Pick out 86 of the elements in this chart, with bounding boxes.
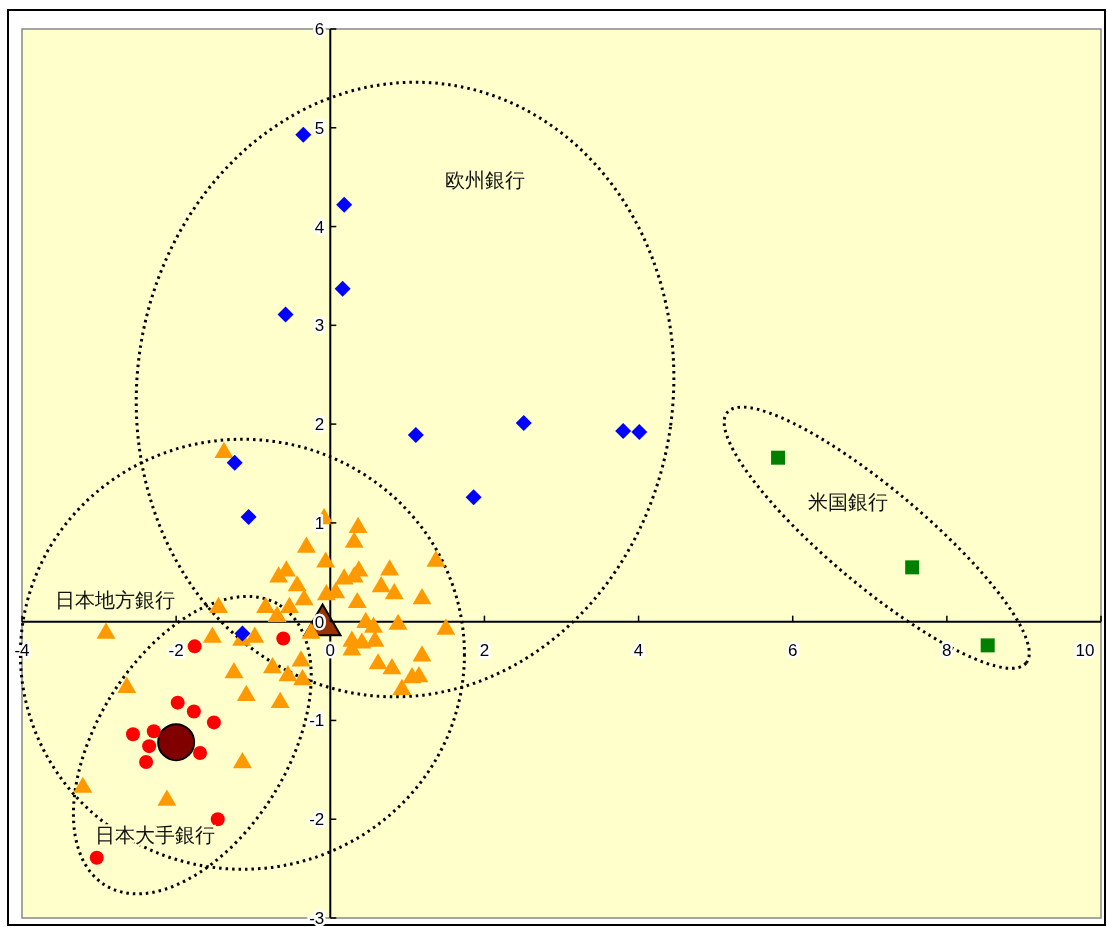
point [96,622,116,639]
point [348,516,368,534]
point [276,631,291,646]
point [146,724,161,739]
point [206,715,221,730]
point [465,489,482,506]
x-tick-label: 8 [942,640,952,660]
point [287,575,307,592]
point [117,676,137,694]
point [631,424,648,441]
point [277,306,294,323]
x-tick-label: 6 [787,640,798,660]
point [771,450,786,465]
x-tick-label: 10 [1075,640,1095,660]
point [209,596,228,614]
point [426,550,446,567]
point [380,559,400,576]
y-tick-label: -2 [309,810,325,830]
point [224,662,244,679]
point [294,588,314,606]
x-tick-label: 4 [633,640,644,660]
point [291,650,311,667]
point [980,638,995,653]
point [371,576,391,593]
point [73,776,93,793]
point [347,591,367,609]
point [89,850,104,865]
point [334,280,351,297]
point [142,739,157,754]
point [234,625,251,642]
point [293,668,312,686]
annotation: 欧州銀行 [445,168,525,192]
point [615,423,632,440]
point [388,613,408,630]
x-tick-label: -4 [14,640,30,660]
point [245,626,265,643]
y-tick-label: 2 [314,415,325,435]
y-tick-label: -3 [309,909,325,927]
point [157,723,196,762]
point [157,789,177,806]
point [364,616,383,633]
point [186,704,201,719]
point [365,630,385,647]
point [240,508,257,525]
point [139,754,154,769]
point [316,551,336,568]
point [125,727,140,742]
point [368,653,388,670]
point [279,596,299,614]
point [344,531,364,548]
y-tick-label: 3 [314,316,325,336]
point [214,441,234,458]
point [202,626,222,643]
point [170,695,185,710]
annotation: 日本地方銀行 [55,588,175,612]
point [263,657,282,674]
point [515,415,532,432]
point [270,691,290,708]
y-tick-label: 4 [314,217,325,237]
x-tick-label: -2 [168,640,184,660]
y-tick-label: 5 [314,118,325,138]
point [412,645,432,662]
point [295,126,312,143]
point [232,751,252,769]
annotation: 米国銀行 [808,490,888,514]
point [226,454,243,471]
point [278,665,298,682]
x-tick-label: 2 [479,640,490,660]
y-tick-label: 0 [314,612,325,632]
point [296,536,316,553]
point [905,560,920,575]
point [392,678,412,696]
point [412,587,432,605]
point [382,658,402,675]
point [187,639,202,654]
point [256,596,275,614]
point [236,684,256,701]
point [436,618,456,635]
point [193,746,208,761]
y-tick-label: 6 [314,20,325,39]
point [210,812,225,827]
point [267,605,287,622]
point [384,583,404,600]
y-tick-label: -1 [309,711,325,731]
point [336,196,353,213]
point [407,426,424,443]
